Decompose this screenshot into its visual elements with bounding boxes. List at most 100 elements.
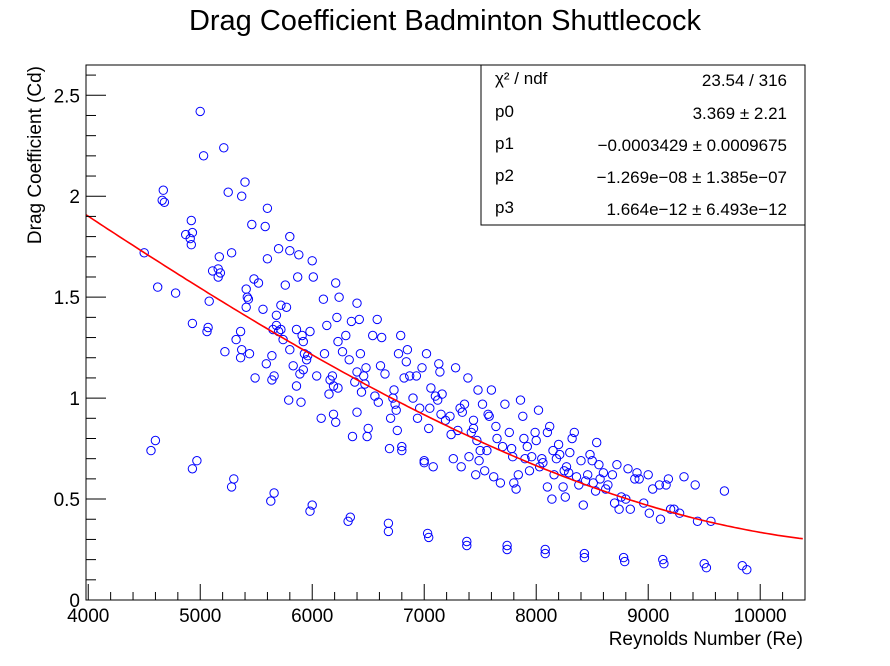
data-point bbox=[344, 355, 354, 365]
data-point bbox=[305, 326, 315, 337]
data-point bbox=[322, 320, 332, 331]
fit-curve bbox=[85, 214, 803, 540]
data-point bbox=[643, 470, 653, 480]
data-point bbox=[316, 413, 326, 423]
data-point bbox=[425, 403, 435, 413]
data-point bbox=[307, 500, 317, 510]
data-point bbox=[361, 363, 371, 373]
data-point bbox=[247, 219, 257, 230]
data-point bbox=[540, 548, 550, 559]
data-point bbox=[324, 389, 334, 399]
data-point bbox=[453, 425, 463, 436]
data-point bbox=[492, 433, 502, 444]
data-point bbox=[612, 460, 622, 470]
data-point bbox=[483, 409, 493, 419]
data-point bbox=[258, 304, 268, 314]
data-point bbox=[352, 298, 362, 308]
data-point bbox=[433, 395, 443, 405]
data-point bbox=[542, 427, 553, 438]
data-point bbox=[267, 351, 277, 361]
data-point bbox=[618, 552, 629, 563]
data-point bbox=[502, 540, 512, 551]
y-tick-label: 0 bbox=[69, 591, 80, 612]
data-point bbox=[198, 151, 209, 161]
data-point bbox=[150, 435, 161, 446]
data-point bbox=[500, 399, 510, 409]
data-point bbox=[271, 310, 282, 320]
data-point bbox=[219, 143, 229, 153]
data-point bbox=[186, 215, 197, 226]
data-point bbox=[522, 441, 532, 452]
data-point bbox=[480, 466, 490, 476]
data-point bbox=[383, 526, 394, 537]
stats-value-p0: 3.369 ± 2.21 bbox=[693, 104, 787, 123]
plot-frame bbox=[85, 64, 806, 601]
data-point bbox=[446, 429, 456, 440]
data-point bbox=[294, 250, 304, 260]
data-point bbox=[661, 480, 671, 490]
data-point bbox=[226, 248, 237, 258]
data-point bbox=[509, 478, 519, 488]
data-point bbox=[473, 385, 483, 395]
data-point bbox=[474, 456, 484, 466]
data-point bbox=[555, 449, 565, 460]
data-point bbox=[579, 552, 590, 563]
data-point bbox=[540, 544, 550, 555]
data-point bbox=[655, 514, 666, 524]
stats-label-p3: p3 bbox=[495, 198, 514, 217]
data-point bbox=[448, 454, 458, 464]
data-point bbox=[214, 252, 225, 262]
data-point bbox=[654, 480, 665, 490]
stats-label-p2: p2 bbox=[495, 166, 514, 185]
data-point bbox=[468, 423, 479, 434]
data-point bbox=[484, 411, 494, 421]
data-point bbox=[397, 445, 407, 456]
x-axis-ticks: 4000 5000 6000 7000 8000 9000 10000 bbox=[67, 584, 806, 627]
data-point bbox=[456, 462, 466, 472]
data-point bbox=[527, 452, 537, 462]
data-point bbox=[579, 548, 590, 559]
data-point bbox=[590, 486, 601, 496]
data-point bbox=[561, 462, 572, 472]
data-point bbox=[355, 349, 366, 359]
data-point bbox=[397, 441, 407, 452]
data-point bbox=[352, 407, 362, 417]
data-point bbox=[411, 371, 422, 381]
data-point bbox=[565, 447, 575, 458]
data-point bbox=[607, 470, 618, 480]
data-point bbox=[489, 472, 499, 482]
data-point bbox=[524, 466, 535, 476]
data-point bbox=[644, 508, 654, 518]
data-point bbox=[203, 322, 213, 333]
data-point bbox=[542, 482, 553, 492]
data-point bbox=[285, 345, 295, 355]
data-point bbox=[291, 324, 302, 335]
y-axis-label: Drag Coefficient (Cd) bbox=[25, 66, 46, 244]
y-tick-label: 1 bbox=[69, 389, 80, 410]
data-point bbox=[587, 456, 597, 466]
data-point bbox=[262, 203, 273, 214]
data-point bbox=[663, 474, 674, 484]
y-tick-label: 0.5 bbox=[54, 490, 80, 511]
data-point bbox=[187, 464, 198, 474]
data-point bbox=[260, 221, 270, 232]
data-point bbox=[405, 371, 415, 381]
data-point bbox=[262, 254, 273, 264]
stats-label-chi2: χ² / ndf bbox=[495, 69, 548, 88]
data-point bbox=[305, 506, 315, 516]
data-point bbox=[285, 246, 295, 256]
data-point bbox=[424, 532, 434, 543]
data-point bbox=[592, 437, 602, 448]
data-point bbox=[347, 431, 358, 442]
data-point bbox=[634, 474, 644, 484]
data-point bbox=[462, 536, 472, 547]
data-point bbox=[459, 399, 470, 409]
data-point bbox=[296, 397, 306, 407]
data-point bbox=[648, 484, 658, 494]
stats-label-p1: p1 bbox=[495, 134, 514, 153]
data-point bbox=[513, 470, 523, 480]
data-point bbox=[276, 324, 286, 335]
data-point bbox=[318, 294, 329, 304]
data-point bbox=[192, 456, 202, 466]
